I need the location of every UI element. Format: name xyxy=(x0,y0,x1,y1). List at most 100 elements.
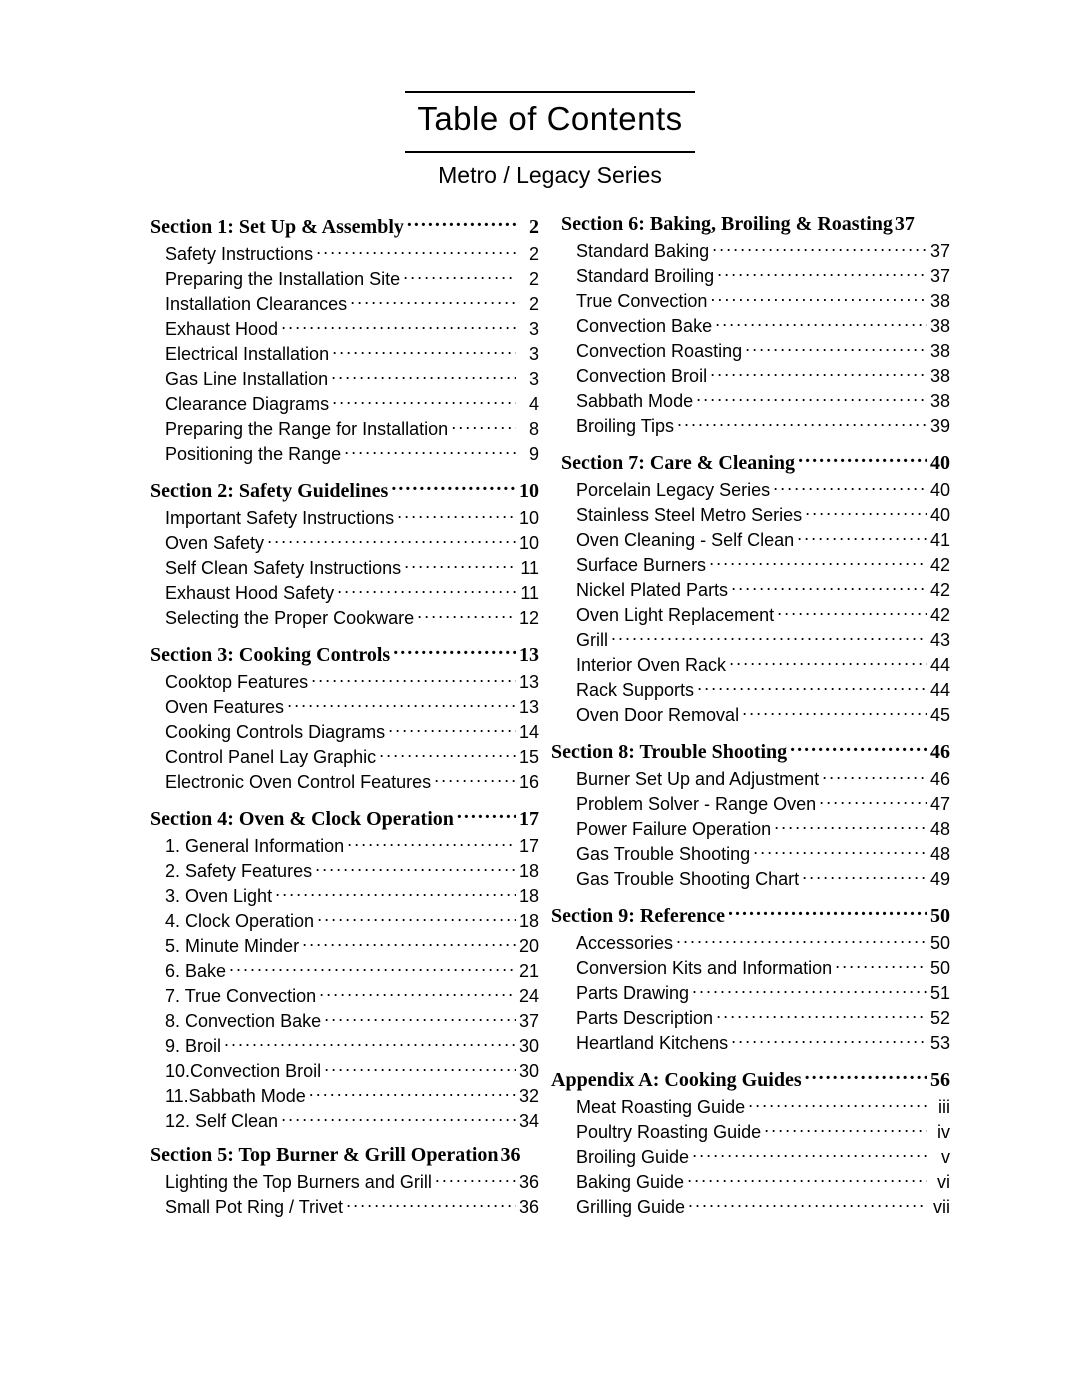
toc-entry: Standard Broiling37 xyxy=(576,264,950,287)
section-heading: Section 5: Top Burner & Grill Operation3… xyxy=(150,1144,539,1167)
toc-entry-label: Conversion Kits and Information xyxy=(576,958,832,979)
toc-entry: Baking Guidevi xyxy=(576,1170,950,1193)
toc-entry-label: Gas Line Installation xyxy=(165,369,328,390)
toc-entry: Installation Clearances 2 xyxy=(165,292,539,315)
section-heading-label: Section 1: Set Up & Assembly xyxy=(150,216,404,239)
toc-entry-page: 37 xyxy=(930,241,950,262)
dot-leaders xyxy=(716,1006,927,1024)
toc-entry-page: 2 xyxy=(519,294,539,315)
toc-entry: Porcelain Legacy Series40 xyxy=(576,478,950,501)
toc-entry-page: 30 xyxy=(519,1061,539,1082)
toc-entry: 2. Safety Features18 xyxy=(165,859,539,882)
dot-leaders xyxy=(688,1195,927,1213)
toc-entry-label: True Convection xyxy=(576,291,707,312)
toc-entry-label: Cooking Controls Diagrams xyxy=(165,722,385,743)
toc-entry: 1. General Information17 xyxy=(165,834,539,857)
dot-leaders xyxy=(324,1059,516,1077)
toc-entry-page: 37 xyxy=(519,1011,539,1032)
dot-leaders xyxy=(742,703,927,721)
dot-leaders xyxy=(316,242,516,260)
dot-leaders xyxy=(611,628,927,646)
dot-leaders xyxy=(332,342,516,360)
dot-leaders xyxy=(311,670,516,688)
section-heading: Section 7: Care & Cleaning40 xyxy=(561,449,950,475)
dot-leaders xyxy=(224,1034,516,1052)
toc-entry-page: vi xyxy=(930,1172,950,1193)
section-heading-label: Section 4: Oven & Clock Operation xyxy=(150,808,454,831)
toc-entry: Electrical Installation3 xyxy=(165,342,539,365)
toc-entry-label: Oven Features xyxy=(165,697,284,718)
dot-leaders xyxy=(281,317,516,335)
toc-entry: True Convection 38 xyxy=(576,289,950,312)
toc-entry-page: 2 xyxy=(519,269,539,290)
section-heading-label: Section 2: Safety Guidelines xyxy=(150,480,388,503)
toc-entry-page: 34 xyxy=(519,1111,539,1132)
toc-entry-page: 52 xyxy=(930,1008,950,1029)
dot-leaders xyxy=(388,720,516,738)
section-heading-page: 46 xyxy=(930,741,950,764)
toc-entry-page: 43 xyxy=(930,630,950,651)
toc-entry: Parts Drawing51 xyxy=(576,981,950,1004)
section-heading-page: 56 xyxy=(930,1069,950,1092)
toc-entry-page: 3 xyxy=(519,369,539,390)
dot-leaders xyxy=(764,1120,927,1138)
toc-entry-page: 40 xyxy=(930,505,950,526)
toc-entry-label: Oven Door Removal xyxy=(576,705,739,726)
toc-entry: Convection Roasting38 xyxy=(576,339,950,362)
toc-entry-page: v xyxy=(930,1147,950,1168)
toc-entry: Conversion Kits and Information50 xyxy=(576,956,950,979)
toc-entry-label: Self Clean Safety Instructions xyxy=(165,558,401,579)
toc-entry: Important Safety Instructions10 xyxy=(165,506,539,529)
toc-entry-label: Oven Safety xyxy=(165,533,264,554)
dot-leaders xyxy=(692,981,927,999)
toc-entry-page: 48 xyxy=(930,819,950,840)
toc-entry-label: Rack Supports xyxy=(576,680,694,701)
dot-leaders xyxy=(417,606,516,624)
dot-leaders xyxy=(692,1145,927,1163)
toc-entry-page: 21 xyxy=(519,961,539,982)
toc-entry: Cooktop Features13 xyxy=(165,670,539,693)
toc-entry: Meat Roasting Guideiii xyxy=(576,1095,950,1118)
toc-entry-label: Small Pot Ring / Trivet xyxy=(165,1197,343,1218)
dot-leaders xyxy=(332,392,516,410)
dot-leaders xyxy=(805,503,927,521)
toc-entry-page: 2 xyxy=(519,244,539,265)
toc-entry: Clearance Diagrams4 xyxy=(165,392,539,415)
toc-entry-page: 44 xyxy=(930,680,950,701)
toc-entry-page: 11 xyxy=(519,583,539,604)
toc-entry-page: 32 xyxy=(519,1086,539,1107)
toc-entry-page: 38 xyxy=(930,291,950,312)
dot-leaders xyxy=(728,902,927,922)
dot-leaders xyxy=(731,578,927,596)
section-heading-page: 50 xyxy=(930,905,950,928)
toc-entry-label: Meat Roasting Guide xyxy=(576,1097,745,1118)
toc-entry-label: Installation Clearances xyxy=(165,294,347,315)
dot-leaders xyxy=(790,738,927,758)
toc-entry-page: 36 xyxy=(519,1197,539,1218)
dot-leaders xyxy=(350,292,516,310)
toc-entry-page: 17 xyxy=(519,836,539,857)
toc-entry: Grill43 xyxy=(576,628,950,651)
toc-entry: Oven Cleaning - Self Clean41 xyxy=(576,528,950,551)
dot-leaders xyxy=(715,314,927,332)
toc-entry: Burner Set Up and Adjustment46 xyxy=(576,767,950,790)
toc-entry: Problem Solver - Range Oven47 xyxy=(576,792,950,815)
toc-entry-page: 38 xyxy=(930,316,950,337)
toc-entry-label: Important Safety Instructions xyxy=(165,508,394,529)
dot-leaders xyxy=(709,553,927,571)
section-heading-page: 36 xyxy=(501,1144,521,1167)
toc-entry-page: 16 xyxy=(519,772,539,793)
toc-entry: Cooking Controls Diagrams14 xyxy=(165,720,539,743)
dot-leaders xyxy=(696,389,927,407)
toc-entry-label: Burner Set Up and Adjustment xyxy=(576,769,819,790)
toc-entry: Rack Supports 44 xyxy=(576,678,950,701)
dot-leaders xyxy=(434,770,516,788)
dot-leaders xyxy=(324,1009,516,1027)
toc-entry-page: 47 xyxy=(930,794,950,815)
dot-leaders xyxy=(346,1195,516,1213)
toc-entry-page: 24 xyxy=(519,986,539,1007)
section-heading-page: 10 xyxy=(519,480,539,503)
toc-entry-label: Interior Oven Rack xyxy=(576,655,726,676)
toc-entry-page: 13 xyxy=(519,697,539,718)
toc-entry-page: 9 xyxy=(519,444,539,465)
